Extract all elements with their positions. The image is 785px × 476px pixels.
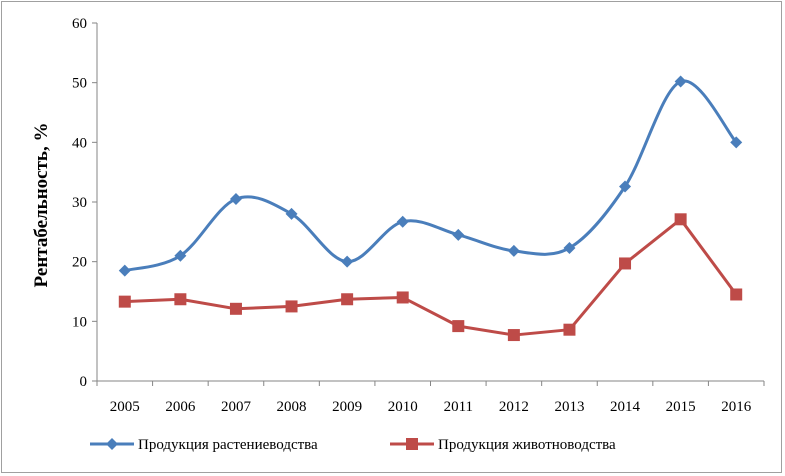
x-tick-label: 2011 — [444, 399, 473, 415]
data-point — [730, 136, 743, 149]
data-point — [452, 228, 465, 241]
x-tick-labels: 2005 2006 2007 2008 2009 2010 2011 2012 2013 2014… — [110, 399, 752, 415]
data-point — [341, 255, 354, 268]
y-tick-label: 0 — [80, 374, 88, 390]
series-line — [124, 217, 738, 337]
series-layer — [118, 75, 743, 342]
data-point — [674, 213, 687, 226]
x-tick-label: 2016 — [721, 399, 752, 415]
data-point — [619, 180, 632, 193]
data-point — [118, 295, 131, 308]
y-tick-labels: 0 10 20 30 40 50 60 — [72, 16, 87, 390]
data-point — [730, 288, 743, 301]
y-tick-label: 50 — [72, 76, 87, 92]
y-tick-label: 30 — [72, 195, 87, 211]
data-point — [563, 241, 576, 254]
data-point — [507, 244, 520, 257]
legend-item-2: Продукция животноводства — [390, 437, 616, 453]
x-tick-label: 2014 — [610, 399, 641, 415]
y-tick-label: 20 — [72, 255, 87, 271]
x-tick-label: 2013 — [554, 399, 584, 415]
data-point — [285, 300, 298, 313]
data-point — [118, 264, 131, 277]
data-point — [396, 215, 409, 228]
data-point — [229, 302, 242, 315]
y-tick-label: 60 — [72, 16, 87, 32]
x-tick-label: 2005 — [110, 399, 140, 415]
data-point — [396, 291, 409, 304]
series-1 — [118, 75, 743, 277]
data-point — [674, 75, 687, 88]
legend-label: Продукция животноводства — [438, 437, 616, 453]
x-tick-label: 2007 — [221, 399, 252, 415]
data-point — [174, 249, 187, 262]
y-tick-label: 40 — [72, 135, 87, 151]
y-tick-label: 10 — [72, 314, 87, 330]
x-tick-label: 2012 — [499, 399, 529, 415]
data-point — [507, 329, 520, 342]
data-point — [229, 193, 242, 206]
x-tick-label: 2010 — [388, 399, 418, 415]
legend-item-1: Продукция растениеводства — [90, 437, 318, 453]
x-tick-label: 2006 — [165, 399, 196, 415]
data-point — [619, 257, 632, 270]
x-tick-label: 2015 — [666, 399, 696, 415]
legend: Продукция растениеводства Продукция живот… — [90, 437, 616, 453]
data-point — [563, 323, 576, 336]
series-2 — [118, 213, 743, 342]
legend-marker — [106, 438, 118, 450]
data-point — [341, 293, 354, 306]
axes — [92, 22, 765, 386]
legend-label: Продукция растениеводства — [138, 437, 318, 453]
y-axis-label: Рентабельность, % — [31, 123, 52, 288]
data-point — [452, 320, 465, 333]
series-line — [124, 79, 738, 273]
x-tick-label: 2008 — [277, 399, 307, 415]
data-point — [285, 207, 298, 220]
legend-marker — [406, 438, 418, 450]
x-tick-label: 2009 — [332, 399, 362, 415]
data-point — [174, 293, 187, 306]
